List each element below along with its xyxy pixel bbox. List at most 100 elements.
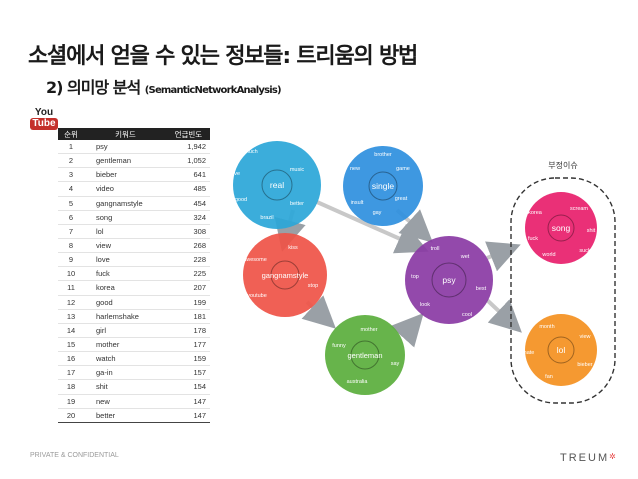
rank-cell: 7 — [58, 224, 84, 239]
network-clusters: real much love music good better brazil single b… — [230, 141, 597, 395]
cluster-related-word: cool — [462, 312, 472, 318]
treum-logo-text: TREUM — [560, 452, 610, 464]
cluster-bubble — [343, 146, 423, 226]
table-row: 17 ga-in 157 — [58, 365, 210, 381]
keyword-cell: watch — [84, 351, 167, 367]
keyword-cell: fuck — [84, 266, 167, 282]
table-row: 11 korea 207 — [58, 280, 210, 296]
slide-title: 소셜에서 얻을 수 있는 정보들: 트리움의 방법 — [28, 44, 418, 69]
cluster-related-word: brazil — [260, 215, 273, 221]
rank-cell: 20 — [58, 408, 84, 423]
cluster-lol: lol month view hate bieber fan — [524, 314, 597, 386]
cluster-related-word: suck — [579, 248, 591, 254]
treum-logo-mark: ✲ — [609, 452, 618, 461]
cluster-related-word: fuck — [528, 236, 538, 242]
frequency-cell: 228 — [166, 252, 210, 268]
cluster-center-ring — [350, 340, 380, 370]
table-row: 6 song 324 — [58, 210, 210, 225]
subtitle-english: (SemanticNetworkAnalysis) — [144, 85, 282, 96]
arrow-gentleman-to-psy — [390, 313, 424, 348]
frequency-cell: 485 — [166, 181, 210, 197]
frequency-cell: 641 — [166, 167, 210, 183]
frequency-cell: 157 — [166, 365, 210, 381]
cluster-related-word: hate — [524, 350, 535, 356]
frequency-cell: 308 — [166, 224, 210, 239]
rank-cell: 3 — [58, 167, 84, 183]
cluster-center-word: song — [552, 223, 571, 233]
cluster-related-word: game — [396, 166, 410, 172]
rank-cell: 12 — [58, 295, 84, 310]
semantic-network-diagram: 부정이슈 real much love music good better brazil si… — [230, 141, 616, 404]
keyword-table: 순위 키워드 언급빈도 1 psy 1,942 2 gentleman 1,052 3 bie… — [58, 128, 210, 423]
youtube-logo: You Tube — [30, 107, 58, 130]
cluster-center-word: lol — [557, 345, 566, 355]
cluster-center-word: single — [372, 181, 394, 191]
cluster-related-word: view — [579, 334, 590, 340]
cluster-center-ring — [261, 169, 293, 201]
cluster-related-word: troll — [431, 246, 440, 252]
cluster-related-word: kiss — [288, 245, 298, 251]
keyword-cell: korea — [84, 280, 167, 296]
table-row: 19 new 147 — [58, 394, 210, 409]
keyword-cell: harlemshake — [84, 309, 167, 324]
rank-cell: 18 — [58, 379, 84, 395]
cluster-related-word: month — [539, 324, 554, 330]
cluster-related-word: better — [290, 201, 304, 207]
frequency-cell: 147 — [166, 394, 210, 409]
frequency-cell: 199 — [166, 295, 210, 310]
frequency-cell: 225 — [166, 266, 210, 282]
cluster-related-word: awesome — [243, 257, 267, 263]
keyword-cell: song — [84, 210, 167, 225]
cluster-bubble — [325, 315, 405, 395]
table-row: 20 better 147 — [58, 408, 210, 423]
table-row: 15 mother 177 — [58, 337, 210, 353]
frequency-cell: 147 — [166, 408, 210, 423]
frequency-cell: 181 — [166, 309, 210, 324]
cluster-related-word: new — [350, 166, 360, 172]
cluster-center-ring — [547, 336, 575, 364]
table-row: 18 shit 154 — [58, 379, 210, 395]
frequency-cell: 159 — [166, 351, 210, 367]
cluster-related-word: shit — [587, 228, 596, 234]
table-row: 5 gangnamstyle 454 — [58, 196, 210, 211]
rank-cell: 15 — [58, 337, 84, 353]
header-rank: 순위 — [58, 128, 84, 140]
negative-issues-group — [510, 177, 616, 404]
keyword-cell: better — [84, 408, 167, 423]
keyword-cell: shit — [84, 379, 167, 395]
cluster-center-ring — [431, 262, 467, 298]
cluster-center-ring — [368, 171, 398, 201]
rank-cell: 5 — [58, 196, 84, 211]
cluster-related-word: best — [476, 286, 487, 292]
rank-cell: 8 — [58, 238, 84, 254]
youtube-logo-tube: Tube — [30, 118, 58, 130]
rank-cell: 6 — [58, 210, 84, 225]
table-row: 16 watch 159 — [58, 351, 210, 367]
cluster-related-word: mother — [360, 327, 377, 333]
keyword-cell: view — [84, 238, 167, 254]
header-keyword: 키워드 — [84, 128, 167, 140]
cluster-center-word: psy — [442, 275, 456, 285]
keyword-table-header: 순위 키워드 언급빈도 — [58, 128, 210, 140]
keyword-cell: lol — [84, 224, 167, 239]
cluster-gentleman: gentleman mother funny say australia — [325, 315, 405, 395]
cluster-related-word: much — [244, 149, 257, 155]
treum-logo: TREUM✲ — [560, 452, 618, 464]
arrow-psy-to-song — [485, 241, 521, 272]
rank-cell: 9 — [58, 252, 84, 268]
cluster-related-word: brother — [374, 152, 392, 158]
rank-cell: 10 — [58, 266, 84, 282]
keyword-cell: good — [84, 295, 167, 310]
table-row: 13 harlemshake 181 — [58, 309, 210, 324]
frequency-cell: 154 — [166, 379, 210, 395]
rank-cell: 1 — [58, 140, 84, 155]
cluster-center-ring — [270, 260, 300, 290]
keyword-cell: new — [84, 394, 167, 409]
keyword-table-body: 1 psy 1,942 2 gentleman 1,052 3 bieber 641 4 video… — [58, 140, 210, 423]
cluster-song: song korea scream shit fuck suck world — [525, 192, 597, 264]
table-row: 12 good 199 — [58, 295, 210, 310]
table-row: 3 bieber 641 — [58, 167, 210, 183]
rank-cell: 2 — [58, 153, 84, 169]
cluster-center-word: real — [270, 180, 284, 190]
table-row: 10 fuck 225 — [58, 266, 210, 282]
